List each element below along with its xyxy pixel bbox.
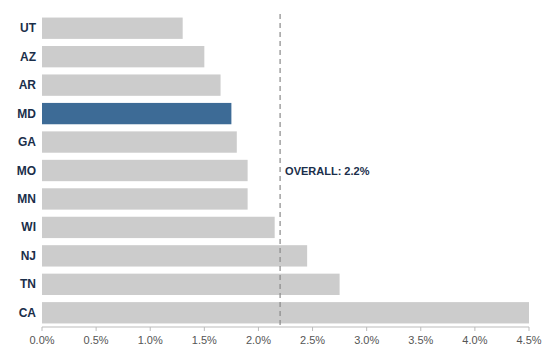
bar: [42, 18, 183, 39]
tick-label: 0.5%: [84, 334, 109, 346]
category-label: UT: [20, 21, 37, 35]
x-axis: 0.0% 0.5% 1.0% 1.5% 2.0% 2.5% 3.0% 3.5% 4.0% 4.5%: [29, 327, 541, 346]
chart: UT AZ AR MD GA MO MN WI NJ TN CA 0.0% 0.5% 1.0% 1.5% 2.…: [0, 0, 551, 361]
reference-label: OVERALL: 2.2%: [285, 165, 370, 177]
tick-label: 0.0%: [29, 334, 54, 346]
tick-label: 4.5%: [516, 334, 541, 346]
category-label: MD: [17, 107, 36, 121]
bar: [42, 74, 221, 95]
tick: [96, 327, 97, 331]
tick: [42, 327, 43, 331]
bar: [42, 160, 248, 181]
bar: [42, 131, 237, 152]
bar: [42, 274, 340, 295]
bar: [42, 188, 248, 209]
tick: [150, 327, 151, 331]
bar: [42, 217, 275, 238]
tick: [258, 327, 259, 331]
tick-label: 3.0%: [354, 334, 379, 346]
category-label: AR: [19, 78, 37, 92]
reference: OVERALL: 2.2%: [280, 14, 370, 327]
tick-label: 2.5%: [300, 334, 325, 346]
tick: [312, 327, 313, 331]
tick: [474, 327, 475, 331]
category-label: MN: [17, 192, 36, 206]
category-label: GA: [18, 135, 36, 149]
tick-label: 3.5%: [408, 334, 433, 346]
tick-label: 1.0%: [138, 334, 163, 346]
tick: [529, 327, 530, 331]
category-label: AZ: [20, 50, 36, 64]
bar: [42, 46, 204, 67]
category-label: CA: [19, 306, 37, 320]
y-axis: UT AZ AR MD GA MO MN WI NJ TN CA: [17, 21, 37, 320]
tick: [204, 327, 205, 331]
tick: [420, 327, 421, 331]
bars: [42, 18, 529, 324]
bar: [42, 302, 529, 323]
tick-label: 2.0%: [246, 334, 271, 346]
bar: [42, 103, 231, 124]
tick-label: 4.0%: [462, 334, 487, 346]
axis-line: [42, 327, 529, 328]
bar: [42, 245, 307, 266]
reference-line: [279, 14, 280, 327]
tick-label: 1.5%: [192, 334, 217, 346]
category-label: NJ: [21, 249, 36, 263]
category-label: TN: [20, 277, 36, 291]
category-label: MO: [17, 164, 36, 178]
tick: [366, 327, 367, 331]
category-label: WI: [21, 220, 36, 234]
